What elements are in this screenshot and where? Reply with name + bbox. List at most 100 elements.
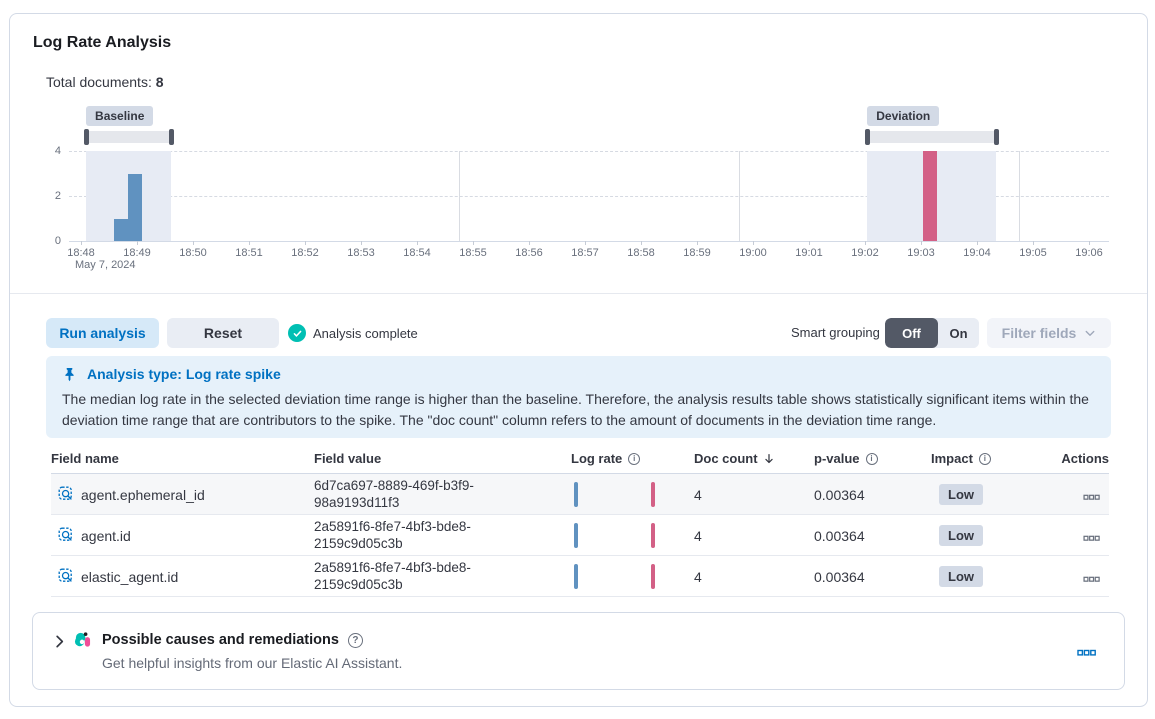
field-filter-icon[interactable] [58, 527, 74, 543]
baseline-badge[interactable]: Baseline [86, 106, 154, 126]
x-axis-label: 19:03 [907, 247, 935, 259]
row-actions-button[interactable] [1083, 488, 1100, 506]
field-value-cell: 2a5891f6-8fe7-4bf3-bde8-2159c9d05c3b [314, 560, 471, 592]
smart-grouping-label: Smart grouping [791, 325, 880, 340]
baseline-brush-left-handle[interactable] [83, 129, 89, 145]
analysis-status-text: Analysis complete [313, 325, 418, 341]
table-row: agent.id 2a5891f6-8fe7-4bf3-bde8-2159c9d… [51, 515, 1109, 556]
possible-causes-panel: Possible causes and remediations ? Get h… [32, 612, 1125, 690]
x-tick-mark [1089, 241, 1090, 245]
smart-grouping-off-button[interactable]: Off [885, 318, 938, 348]
table-row: agent.ephemeral_id 6d7ca697-8889-469f-b3… [51, 474, 1109, 515]
field-filter-icon[interactable] [58, 568, 74, 584]
x-gridline [459, 151, 460, 241]
baseline-brush[interactable] [86, 131, 172, 143]
x-axis-label: 19:00 [739, 247, 767, 259]
log-rate-deviation-minibar [651, 523, 655, 548]
chevron-right-icon[interactable] [52, 634, 67, 654]
impact-badge: Low [939, 525, 983, 546]
x-tick-mark [529, 241, 530, 245]
x-axis-label: 19:01 [795, 247, 823, 259]
x-tick-mark [249, 241, 250, 245]
field-name-cell: elastic_agent.id [81, 569, 179, 585]
y-axis-label: 4 [54, 145, 61, 157]
total-documents-value: 8 [155, 74, 164, 90]
header-actions: Actions [1061, 451, 1109, 466]
field-value-cell: 2a5891f6-8fe7-4bf3-bde8-2159c9d05c3b [314, 519, 471, 551]
header-impact[interactable]: Impact i [931, 451, 991, 466]
deviation-badge[interactable]: Deviation [867, 106, 940, 126]
callout-title-text: Analysis type: Log rate spike [87, 366, 281, 382]
x-axis-label: 18:52 [291, 247, 319, 259]
row-actions-button[interactable] [1083, 570, 1100, 588]
p-value-cell: 0.00364 [814, 487, 865, 503]
info-icon[interactable]: i [865, 452, 878, 465]
x-axis-label: 18:50 [179, 247, 207, 259]
x-axis-label: 19:06 [1075, 247, 1103, 259]
sort-descending-icon [764, 453, 773, 463]
p-value-cell: 0.00364 [814, 569, 865, 585]
question-icon[interactable]: ? [347, 632, 363, 648]
impact-badge: Low [939, 484, 983, 505]
deviation-brush[interactable] [867, 131, 997, 143]
x-axis-label: 18:57 [571, 247, 599, 259]
x-axis-label: 19:02 [851, 247, 879, 259]
x-tick-mark [1033, 241, 1034, 245]
header-p-value[interactable]: p-value i [814, 451, 878, 466]
causes-actions-button[interactable] [1077, 644, 1096, 662]
filter-fields-label: Filter fields [1001, 325, 1077, 341]
smart-grouping-on-button[interactable]: On [938, 318, 979, 348]
x-gridline [1019, 151, 1020, 241]
table-body: agent.ephemeral_id 6d7ca697-8889-469f-b3… [51, 474, 1109, 597]
info-icon[interactable]: i [978, 452, 991, 465]
x-tick-mark [921, 241, 922, 245]
header-field-value[interactable]: Field value [314, 451, 382, 466]
divider [10, 293, 1147, 294]
field-value-cell: 6d7ca697-8889-469f-b3f9-98a9193d11f3 [314, 478, 474, 510]
analysis-results-table: Field name Field value Log rate i Doc cou… [51, 446, 1109, 597]
baseline-bar [114, 218, 129, 241]
log-rate-baseline-minibar [574, 564, 578, 589]
x-axis-label: 19:05 [1019, 247, 1047, 259]
reset-button[interactable]: Reset [167, 318, 279, 348]
x-axis-label: 18:59 [683, 247, 711, 259]
x-axis-label: 18:54 [403, 247, 431, 259]
run-analysis-button[interactable]: Run analysis [46, 318, 159, 348]
x-tick-mark [361, 241, 362, 245]
x-tick-mark [417, 241, 418, 245]
page-title: Log Rate Analysis [33, 34, 172, 51]
row-actions-button[interactable] [1083, 529, 1100, 547]
x-tick-mark [753, 241, 754, 245]
log-rate-deviation-minibar [651, 482, 655, 507]
x-tick-mark [137, 241, 138, 245]
deviation-brush-left-handle[interactable] [864, 129, 870, 145]
baseline-brush-right-handle[interactable] [168, 129, 174, 145]
y-gridline [69, 196, 1109, 197]
x-tick-mark [977, 241, 978, 245]
table-header: Field name Field value Log rate i Doc cou… [51, 446, 1109, 474]
possible-causes-subtitle: Get helpful insights from our Elastic AI… [102, 655, 403, 671]
x-gridline [739, 151, 740, 241]
x-tick-mark [865, 241, 866, 245]
filter-fields-button[interactable]: Filter fields [987, 318, 1111, 348]
chevron-down-icon [1085, 330, 1095, 336]
info-icon[interactable]: i [628, 452, 641, 465]
deviation-brush-right-handle[interactable] [993, 129, 999, 145]
x-axis-label: 18:51 [235, 247, 263, 259]
field-filter-icon[interactable] [58, 486, 74, 502]
y-gridline [69, 151, 1109, 152]
header-doc-count[interactable]: Doc count [694, 451, 776, 466]
x-axis-label: 18:55 [459, 247, 487, 259]
x-tick-mark [809, 241, 810, 245]
deviation-bar [923, 151, 938, 241]
total-documents-label: Total documents: [46, 74, 152, 90]
log-rate-deviation-minibar [651, 564, 655, 589]
header-log-rate[interactable]: Log rate i [571, 451, 641, 466]
ai-assistant-icon [74, 631, 93, 655]
p-value-cell: 0.00364 [814, 528, 865, 544]
x-tick-mark [697, 241, 698, 245]
header-field-name[interactable]: Field name [51, 451, 119, 466]
check-icon [288, 324, 306, 342]
x-tick-mark [305, 241, 306, 245]
baseline-bar [128, 173, 143, 241]
